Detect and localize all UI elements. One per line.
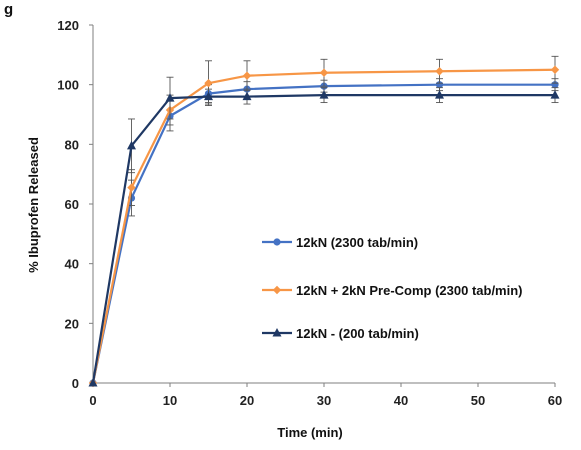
x-tick-label: 0 (89, 393, 96, 408)
legend-label: 12kN + 2kN Pre-Comp (2300 tab/min) (296, 283, 523, 298)
data-point (435, 67, 444, 76)
legend-label: 12kN (2300 tab/min) (296, 235, 418, 250)
series-line (91, 83, 555, 384)
x-tick-label: 40 (394, 393, 408, 408)
x-tick-label: 10 (163, 393, 177, 408)
data-point (127, 140, 136, 150)
y-tick-label: 0 (72, 376, 79, 391)
data-point (88, 378, 98, 387)
x-tick-label: 20 (240, 393, 254, 408)
data-point (550, 65, 560, 74)
y-tick-label: 60 (65, 197, 79, 212)
y-tick-label: 80 (65, 137, 79, 152)
data-point (242, 91, 252, 101)
data-point (165, 93, 175, 102)
chart-title: g (4, 1, 13, 18)
axes: 0 20 40 60 80 100 120 0 10 20 30 40 50 60 (57, 18, 562, 408)
data-point (242, 71, 252, 80)
y-axis-title: % Ibuprofen Released (26, 137, 41, 273)
legend-marker (273, 238, 281, 246)
legend: 12kN (2300 tab/min) 12kN + 2kN Pre-Comp (… (262, 235, 523, 341)
data-point (204, 78, 213, 88)
legend-item-1: 12kN (2300 tab/min) (262, 235, 418, 250)
x-axis-title: Time (min) (277, 425, 343, 440)
data-point (319, 68, 329, 77)
x-tick-label: 50 (471, 393, 485, 408)
series-layer (88, 55, 560, 388)
data-point (204, 91, 213, 101)
series-3 (88, 76, 560, 387)
legend-marker (272, 285, 282, 295)
legend-label: 12kN - (200 tab/min) (296, 326, 419, 341)
y-tick-label: 100 (57, 78, 79, 93)
data-point (127, 183, 136, 192)
y-tick-label: 40 (65, 257, 79, 272)
y-tick-label: 120 (57, 18, 79, 33)
data-point (319, 90, 329, 99)
legend-item-3: 12kN - (200 tab/min) (262, 326, 419, 341)
y-tick-label: 20 (65, 316, 79, 331)
x-tick-label: 60 (548, 393, 562, 408)
legend-item-2: 12kN + 2kN Pre-Comp (2300 tab/min) (262, 283, 523, 298)
series-line (91, 94, 555, 384)
x-tick-label: 30 (317, 393, 331, 408)
data-point (435, 90, 444, 99)
legend-marker (272, 328, 282, 337)
series-line (91, 68, 556, 384)
data-point (550, 90, 560, 99)
